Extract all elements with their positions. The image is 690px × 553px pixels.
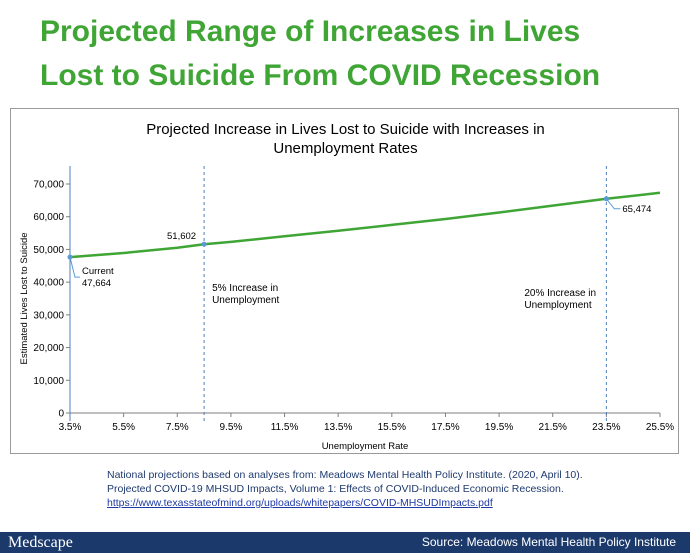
annotation-leader: [605, 198, 621, 210]
y-tick-label: 60,000: [33, 212, 64, 223]
series-line: [69, 191, 661, 259]
annotation-leader: [69, 256, 80, 278]
medscape-logo: Medscape: [8, 534, 73, 551]
slide-title-line-2: Lost to Suicide From COVID Recession: [40, 59, 601, 92]
data-point-marker: [67, 254, 73, 260]
x-tick-label: 7.5%: [166, 422, 189, 433]
y-tick-label: 40,000: [33, 278, 64, 289]
x-tick-label: 5.5%: [112, 422, 135, 433]
footer-source: Source: Meadows Mental Health Policy Ins…: [421, 535, 676, 549]
reference-label: 20% Increase in: [524, 288, 596, 299]
source-link[interactable]: https://www.texasstateofmind.org/uploads…: [107, 497, 493, 509]
x-tick-label: 21.5%: [539, 422, 567, 433]
y-tick-label: 10,000: [33, 376, 64, 387]
chart-title-line-2: Unemployment Rates: [273, 140, 418, 157]
slide-title: Projected Range of Increases in Lives Lo…: [40, 10, 680, 98]
reference-label: 5% Increase in: [212, 283, 278, 294]
y-tick-label: 70,000: [33, 180, 64, 191]
y-tick-label: 30,000: [33, 310, 64, 321]
x-tick-label: 19.5%: [485, 422, 513, 433]
slide-title-line-1: Projected Range of Increases in Lives: [40, 15, 581, 48]
x-tick-label: 11.5%: [271, 422, 299, 433]
annotation-label: 65,474: [622, 204, 651, 215]
y-tick-label: 20,000: [33, 343, 64, 354]
x-tick-label: 17.5%: [431, 422, 459, 433]
source-note: National projections based on analyses f…: [107, 468, 627, 510]
chart-title: Projected Increase in Lives Lost to Suic…: [11, 120, 680, 158]
data-point-marker: [201, 241, 207, 247]
reference-label: Unemployment: [524, 300, 591, 311]
x-tick-label: 25.5%: [646, 422, 674, 433]
x-tick-label: 13.5%: [324, 422, 352, 433]
chart-title-line-1: Projected Increase in Lives Lost to Suic…: [146, 121, 545, 138]
x-tick-label: 3.5%: [59, 422, 82, 433]
y-tick-label: 50,000: [33, 245, 64, 256]
annotation-label: 47,664: [82, 278, 111, 289]
y-axis-title: Estimated Lives Lost to Suicide: [19, 232, 30, 364]
y-tick-label: 0: [58, 409, 64, 420]
annotation-label: Current: [82, 266, 114, 277]
x-tick-label: 23.5%: [592, 422, 620, 433]
x-tick-label: 15.5%: [378, 422, 406, 433]
x-axis-title: Unemployment Rate: [322, 441, 409, 452]
chart-frame: Projected Increase in Lives Lost to Suic…: [10, 108, 679, 454]
footer-bar: Medscape Source: Meadows Mental Health P…: [0, 532, 690, 553]
source-note-text: National projections based on analyses f…: [107, 469, 583, 495]
annotation-label: 51,602: [167, 231, 196, 242]
x-tick-label: 9.5%: [220, 422, 243, 433]
reference-label: Unemployment: [212, 295, 279, 306]
line-chart: 0 10,000 20,000 30,000 40,000 50,000 60,000 70,…: [19, 166, 674, 452]
